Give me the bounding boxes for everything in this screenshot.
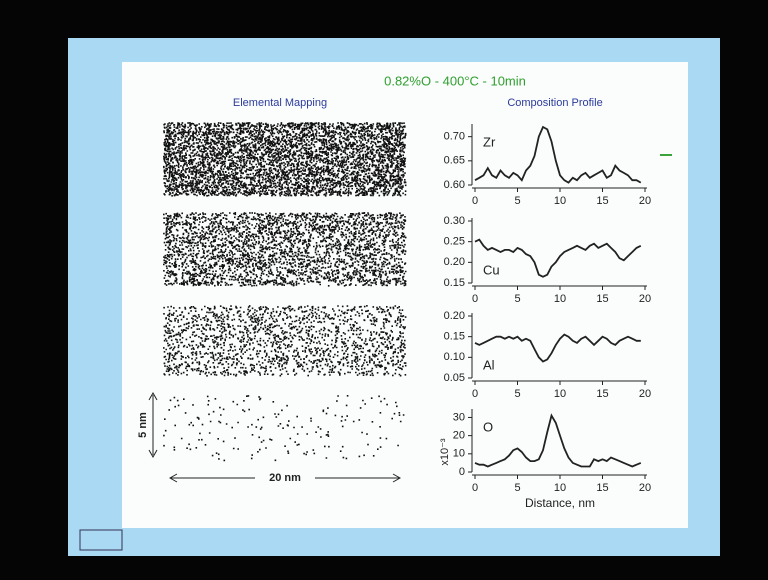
x-tick-label: 15 xyxy=(596,293,608,305)
y-tick-label: 0.15 xyxy=(444,277,465,289)
x-tick-label: 5 xyxy=(514,293,520,305)
x-tick-label: 10 xyxy=(554,388,566,400)
x-tick-label: 10 xyxy=(554,293,566,305)
slide-title: 0.82%O - 400°C - 10min xyxy=(384,73,526,88)
x-tick-label: 5 xyxy=(514,388,520,400)
x-tick-label: 10 xyxy=(554,482,566,494)
slide-screenshot: 0.82%O - 400°C - 10min Elemental Mapping… xyxy=(0,0,768,580)
y-tick-label: 0.30 xyxy=(444,215,465,227)
y-tick-label: 0.20 xyxy=(444,310,465,322)
series-label: O xyxy=(483,419,493,434)
x-tick-label: 0 xyxy=(472,293,478,305)
x-tick-label: 15 xyxy=(596,195,608,207)
y-tick-label: 0.10 xyxy=(444,351,465,363)
right-heading: Composition Profile xyxy=(507,97,602,109)
y-tick-label: 30 xyxy=(453,411,465,423)
y-tick-label: 10 xyxy=(453,448,465,460)
series-label: Cu xyxy=(483,262,500,277)
scale-label-horizontal: 20 nm xyxy=(269,472,301,484)
y-tick-label: 0.65 xyxy=(444,155,465,167)
y-tick-label: 0.25 xyxy=(444,236,465,248)
y-tick-label: 20 xyxy=(453,430,465,442)
x-tick-label: 20 xyxy=(639,482,651,494)
y-tick-label: 0.05 xyxy=(444,372,465,384)
x-tick-label: 20 xyxy=(639,388,651,400)
series-label: Zr xyxy=(483,134,496,149)
x-tick-label: 15 xyxy=(596,388,608,400)
series-label: Al xyxy=(483,357,495,372)
x-tick-label: 10 xyxy=(554,195,566,207)
x-tick-label: 20 xyxy=(639,293,651,305)
x-tick-label: 0 xyxy=(472,388,478,400)
y-tick-label: 0.70 xyxy=(444,131,465,143)
left-heading: Elemental Mapping xyxy=(233,97,327,109)
y-axis-title: x10⁻³ xyxy=(439,438,451,466)
x-tick-label: 15 xyxy=(596,482,608,494)
x-tick-label: 5 xyxy=(514,195,520,207)
y-tick-label: 0.20 xyxy=(444,256,465,268)
y-tick-label: 0 xyxy=(459,466,465,478)
x-tick-label: 0 xyxy=(472,482,478,494)
scale-label-vertical: 5 nm xyxy=(137,412,149,438)
x-tick-label: 20 xyxy=(639,195,651,207)
y-tick-label: 0.15 xyxy=(444,331,465,343)
x-tick-label: 5 xyxy=(514,482,520,494)
y-tick-label: 0.60 xyxy=(444,179,465,191)
x-tick-label: 0 xyxy=(472,195,478,207)
x-axis-title: Distance, nm xyxy=(525,496,595,510)
